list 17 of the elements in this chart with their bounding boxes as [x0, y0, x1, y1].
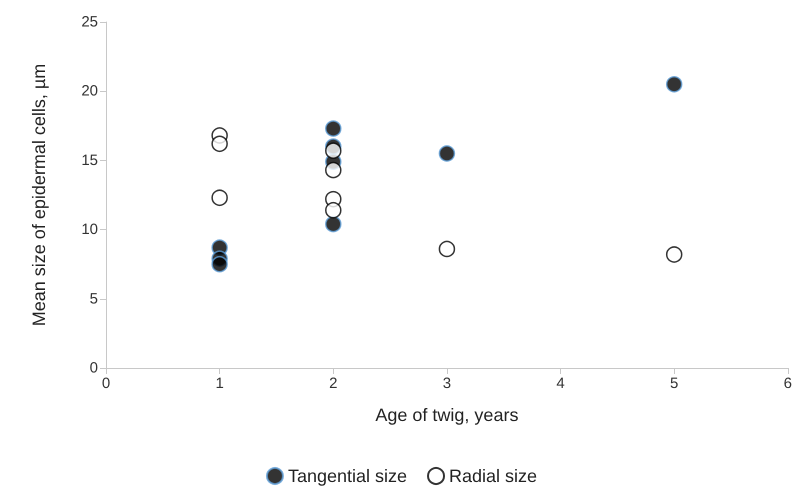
y-tick-label: 15	[81, 152, 98, 169]
x-axis-title: Age of twig, years	[375, 405, 518, 425]
x-tick-label: 6	[784, 375, 792, 392]
legend-label: Radial size	[449, 466, 538, 486]
x-tick-label: 0	[102, 375, 110, 392]
y-axis-title: Mean size of epidermal cells, µm	[29, 64, 49, 326]
y-tick-label: 25	[81, 14, 98, 30]
y-tick-label: 10	[81, 221, 98, 238]
y-tick-label: 0	[90, 360, 98, 376]
x-tick-label: 4	[556, 375, 565, 392]
x-tick-label: 1	[215, 375, 224, 392]
x-tick-label: 2	[329, 375, 338, 392]
x-tick-label: 3	[442, 375, 452, 392]
legend-label: Tangential size	[288, 466, 408, 486]
x-tick-label: 5	[670, 375, 678, 392]
y-tick-label: 5	[90, 290, 98, 308]
y-tick-label: 20	[81, 82, 98, 100]
